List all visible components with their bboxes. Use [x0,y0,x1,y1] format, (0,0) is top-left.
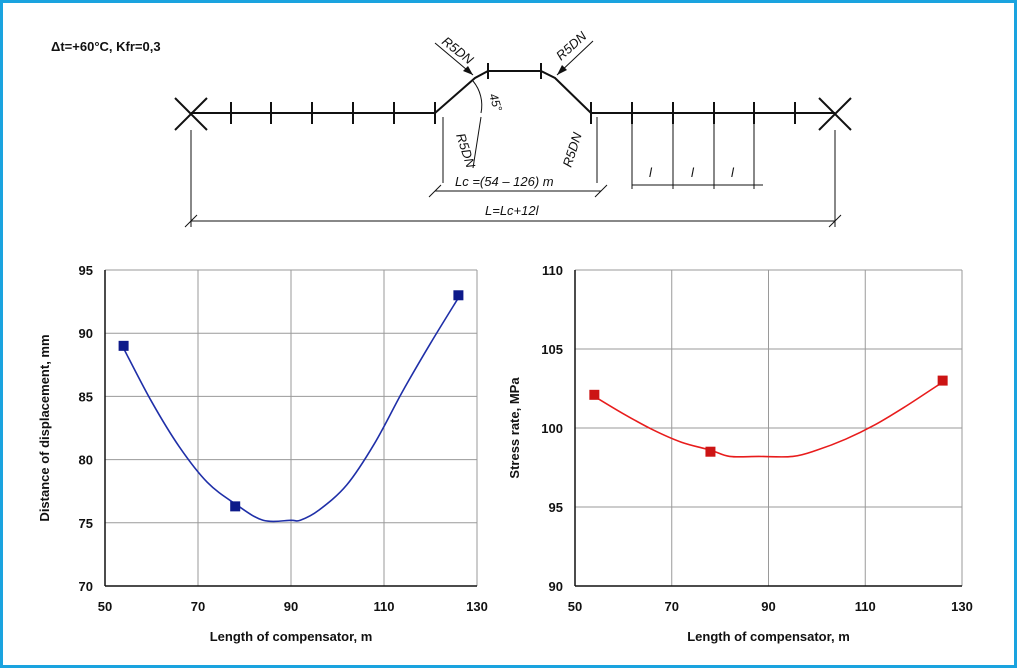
stress-data-marker [705,446,716,457]
stress-fit-curve [593,381,944,458]
stress-chart: 50 70 90 110 130 90 95 100 105 110 Length of com… [507,263,973,644]
stress-grid [574,269,963,587]
displacement-fit-curve [122,297,460,523]
stress-y-ticks: 90 95 100 105 110 [541,263,563,594]
condition-label: Δt=+60°C, Kfr=0,3 [51,39,161,54]
displacement-y-tick-label: 75 [79,516,93,531]
displacement-y-ticks: 70 75 80 85 90 95 [79,263,93,594]
displacement-data-marker [453,290,464,301]
stress-x-tick-label: 50 [568,599,582,614]
lc-label: Lc =(54 – 126) m [455,174,554,189]
stress-x-tick-label: 110 [855,599,876,614]
displacement-x-ticks: 50 70 90 110 130 [98,599,488,614]
stress-y-axis-label: Stress rate, MPa [507,377,522,479]
displacement-y-tick-label: 70 [79,579,93,594]
arrow-r5dn-2 [557,65,567,75]
stress-x-ticks: 50 70 90 110 130 [568,599,973,614]
stress-x-tick-label: 90 [761,599,775,614]
stress-axes [574,270,962,587]
displacement-y-tick-label: 85 [79,389,93,404]
displacement-x-tick-label: 70 [191,599,205,614]
stress-x-tick-label: 70 [665,599,679,614]
leader-r5dn-4 [472,116,482,169]
span-label-3: l [731,165,735,180]
stress-y-tick-label: 100 [541,421,563,436]
l-total-label: L=Lc+12l [485,203,540,218]
displacement-x-axis-label: Length of compensator, m [210,629,373,644]
stress-data-marker [589,389,600,400]
displacement-x-tick-label: 130 [466,599,488,614]
stress-y-tick-label: 90 [549,579,563,594]
r5dn-label-3: R5DN [453,131,478,170]
stress-y-tick-label: 95 [549,500,563,515]
stress-x-tick-label: 130 [951,599,973,614]
fixed-support-right [818,97,852,131]
displacement-grid [104,269,478,587]
displacement-axes [104,270,477,587]
span-label-2: l [691,165,695,180]
figure-canvas: Δt=+60°C, Kfr=0,3 R5DN R5DN R5DN R5DN [37,28,973,644]
stress-x-axis-label: Length of compensator, m [687,629,850,644]
displacement-data-marker [118,340,129,351]
displacement-y-tick-label: 90 [79,326,93,341]
stress-data-marker [937,375,948,386]
arrow-r5dn-1 [463,66,473,75]
stress-y-tick-label: 105 [541,342,563,357]
displacement-x-tick-label: 50 [98,599,112,614]
u-loop [434,70,592,114]
stress-markers [589,375,948,457]
displacement-y-tick-label: 80 [79,453,93,468]
angle-arc [472,80,483,114]
guide-supports [230,63,796,124]
displacement-chart: 50 70 90 110 130 70 75 80 85 90 95 Length of comp… [37,263,488,644]
displacement-markers [118,290,464,512]
displacement-data-marker [230,501,241,512]
fixed-support-left [174,97,208,131]
span-label-1: l [649,165,653,180]
displacement-y-axis-label: Distance of displacement, mm [37,334,52,521]
displacement-x-tick-label: 110 [374,599,395,614]
compensator-schematic: Δt=+60°C, Kfr=0,3 R5DN R5DN R5DN R5DN [51,28,852,228]
r5dn-label-2: R5DN [553,28,590,63]
displacement-x-tick-label: 90 [284,599,298,614]
displacement-y-tick-label: 95 [79,263,93,278]
r5dn-label-4: R5DN [560,130,585,169]
stress-y-tick-label: 110 [542,263,563,278]
angle-label: 45° [486,92,505,114]
